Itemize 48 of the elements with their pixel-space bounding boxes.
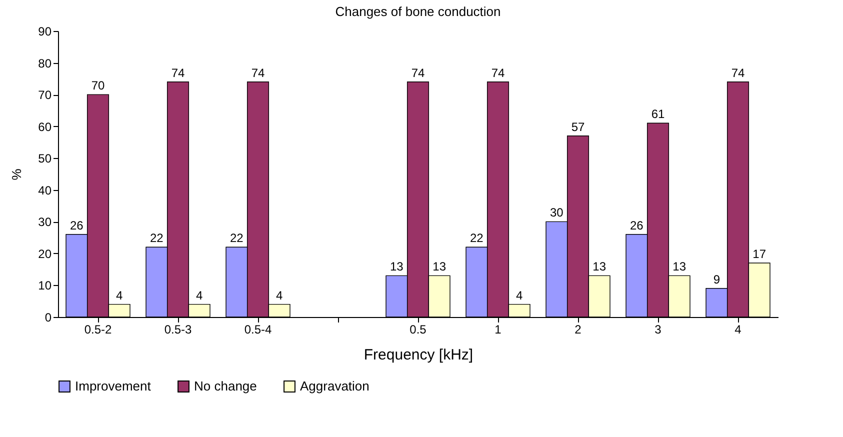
y-tick-label: 90: [38, 24, 52, 38]
x-tick-label: 3: [654, 322, 662, 336]
chart-title: Changes of bone conduction: [335, 4, 501, 19]
y-tick-label: 20: [38, 246, 52, 261]
data-label: 30: [550, 206, 564, 220]
data-label: 74: [251, 66, 265, 80]
data-label: 13: [592, 260, 606, 274]
data-label: 70: [91, 78, 105, 93]
data-label: 13: [390, 260, 404, 274]
x-tick-label: 0.5-4: [244, 322, 272, 336]
y-tick-label: 50: [38, 152, 52, 166]
data-label: 13: [432, 260, 446, 274]
y-tick-label: 80: [38, 56, 52, 70]
x-tick-label: 4: [734, 322, 742, 336]
x-tick-label: 1: [494, 322, 502, 336]
legend-label: Aggravation: [300, 378, 370, 394]
data-label: 9: [713, 272, 720, 286]
data-label: 74: [491, 66, 505, 80]
data-label: 4: [276, 288, 283, 302]
data-label: 22: [470, 231, 484, 246]
data-label: 22: [150, 231, 164, 246]
data-label: 4: [116, 288, 123, 302]
x-axis-title: Frequency [kHz]: [364, 346, 474, 364]
y-tick-label: 0: [44, 310, 52, 324]
y-tick-label: 10: [38, 278, 52, 293]
legend-label: Improvement: [75, 378, 152, 394]
legend-label: No change: [194, 378, 257, 394]
y-tick-label: 30: [38, 215, 52, 230]
x-tick-label: 0.5-2: [84, 322, 112, 336]
data-label: 61: [651, 107, 665, 122]
data-label: 26: [70, 218, 84, 232]
x-tick-label: 0.5: [410, 322, 427, 336]
x-tick-label: 0.5-3: [164, 322, 192, 336]
y-axis-title: %: [9, 168, 24, 180]
data-label: 74: [171, 66, 185, 80]
data-label: 4: [516, 288, 523, 302]
data-label: 4: [196, 288, 203, 302]
data-label: 57: [571, 120, 585, 134]
data-label: 26: [630, 218, 644, 232]
data-label: 13: [672, 260, 686, 274]
data-label: 74: [731, 66, 745, 80]
y-tick-label: 70: [38, 88, 52, 102]
data-label: 17: [752, 246, 766, 261]
y-tick-label: 40: [38, 183, 52, 198]
data-label: 74: [411, 66, 425, 80]
y-tick-label: 60: [38, 120, 52, 134]
data-label: 22: [230, 231, 244, 246]
x-tick-label: 2: [574, 322, 582, 336]
